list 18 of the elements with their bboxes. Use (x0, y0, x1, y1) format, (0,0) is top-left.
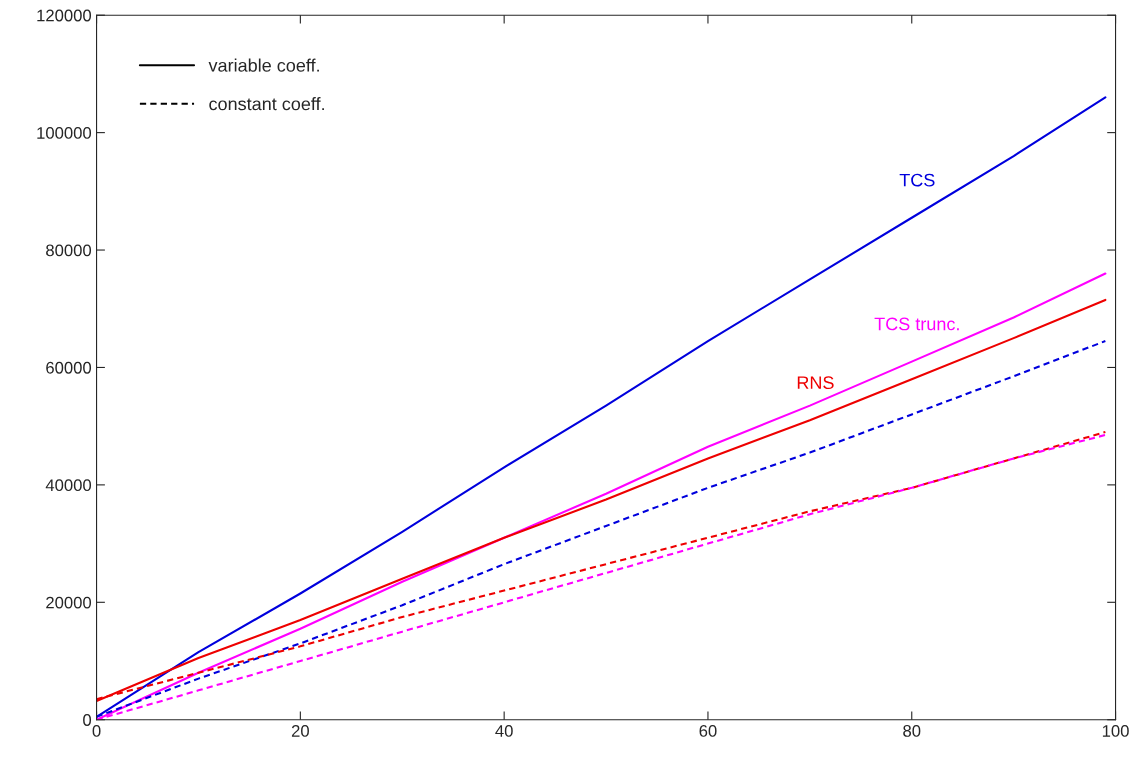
y-tick-label: 120000 (37, 9, 92, 22)
series-label: TCS (899, 173, 935, 187)
series-label: RNS (797, 376, 834, 390)
y-tick-label: 100000 (37, 127, 92, 139)
y-tick-label: 40000 (45, 479, 92, 492)
series-label: TCS trunc. (874, 317, 959, 331)
y-tick-label: 80000 (46, 244, 92, 257)
x-tick-label: 20 (291, 725, 309, 737)
y-tick-label: 20000 (46, 596, 92, 609)
x-tick-label: 100 (1102, 725, 1129, 737)
x-tick-label: 80 (903, 725, 921, 737)
x-tick-label: 0 (92, 725, 101, 737)
x-tick-label: 60 (699, 725, 717, 737)
y-tick-label: 60000 (46, 361, 92, 374)
x-tick-label: 40 (495, 725, 513, 737)
annotation: variable coeff. (208, 58, 319, 72)
annotation: constant coeff. (209, 97, 324, 111)
y-tick-label: 0 (83, 714, 92, 726)
